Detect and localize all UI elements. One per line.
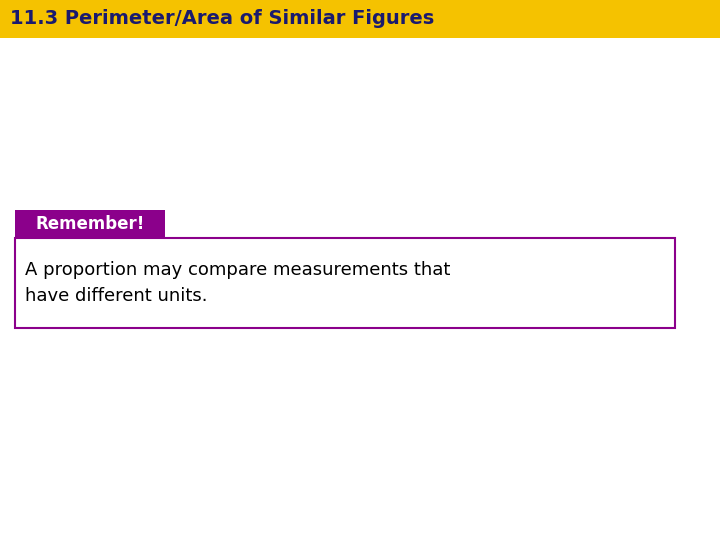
Bar <box>15 238 675 328</box>
Text: A proportion may compare measurements that
have different units.: A proportion may compare measurements th… <box>25 261 451 305</box>
Text: Remember!: Remember! <box>35 215 145 233</box>
Bar <box>0 0 720 38</box>
Bar <box>15 210 165 238</box>
Text: 11.3 Perimeter/Area of Similar Figures: 11.3 Perimeter/Area of Similar Figures <box>10 10 434 29</box>
